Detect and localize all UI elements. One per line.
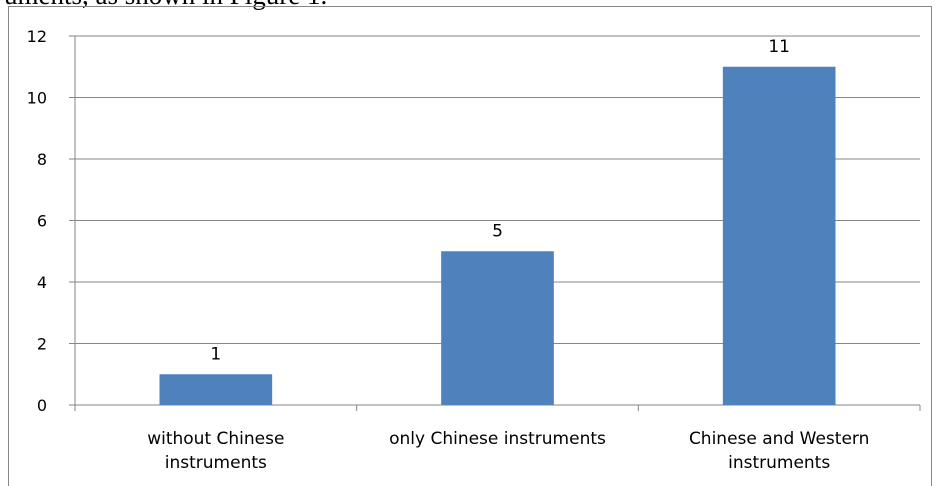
x-category-label: without Chinese xyxy=(147,429,284,449)
y-tick-label: 2 xyxy=(37,335,47,354)
y-tick-label: 8 xyxy=(37,150,47,169)
x-category-label: instruments xyxy=(165,453,267,473)
bar xyxy=(159,374,273,405)
y-tick-label: 12 xyxy=(27,27,47,46)
bars xyxy=(159,66,836,405)
y-tick-label: 0 xyxy=(37,396,47,415)
chart-frame xyxy=(8,6,932,486)
chart-text: 0 2 4 6 8 10 12 1 without Chinese instruments 5 onl… xyxy=(27,27,870,473)
x-category-label: Chinese and Western xyxy=(689,429,869,449)
x-category-label: only Chinese instruments xyxy=(389,429,606,449)
y-tick-label: 6 xyxy=(37,212,47,231)
data-label: 1 xyxy=(210,344,221,364)
data-label: 11 xyxy=(768,37,790,57)
bar xyxy=(722,66,836,405)
data-label: 5 xyxy=(492,221,503,241)
bar xyxy=(441,251,554,405)
y-tick-label: 4 xyxy=(37,273,47,292)
y-tick-label: 10 xyxy=(27,89,47,108)
x-category-label: instruments xyxy=(728,453,830,473)
caption-fragment: uments, as shown in Figure 1. xyxy=(4,0,327,11)
